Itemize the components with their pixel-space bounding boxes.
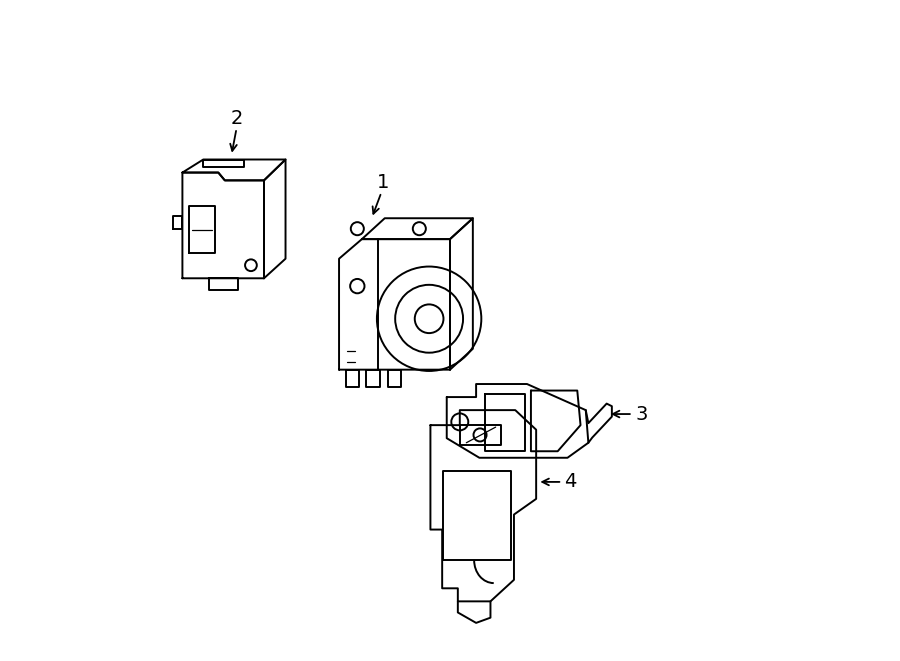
- Text: 1: 1: [376, 173, 389, 192]
- Text: 2: 2: [230, 109, 243, 128]
- Text: 3: 3: [635, 405, 647, 424]
- Text: 4: 4: [564, 473, 577, 491]
